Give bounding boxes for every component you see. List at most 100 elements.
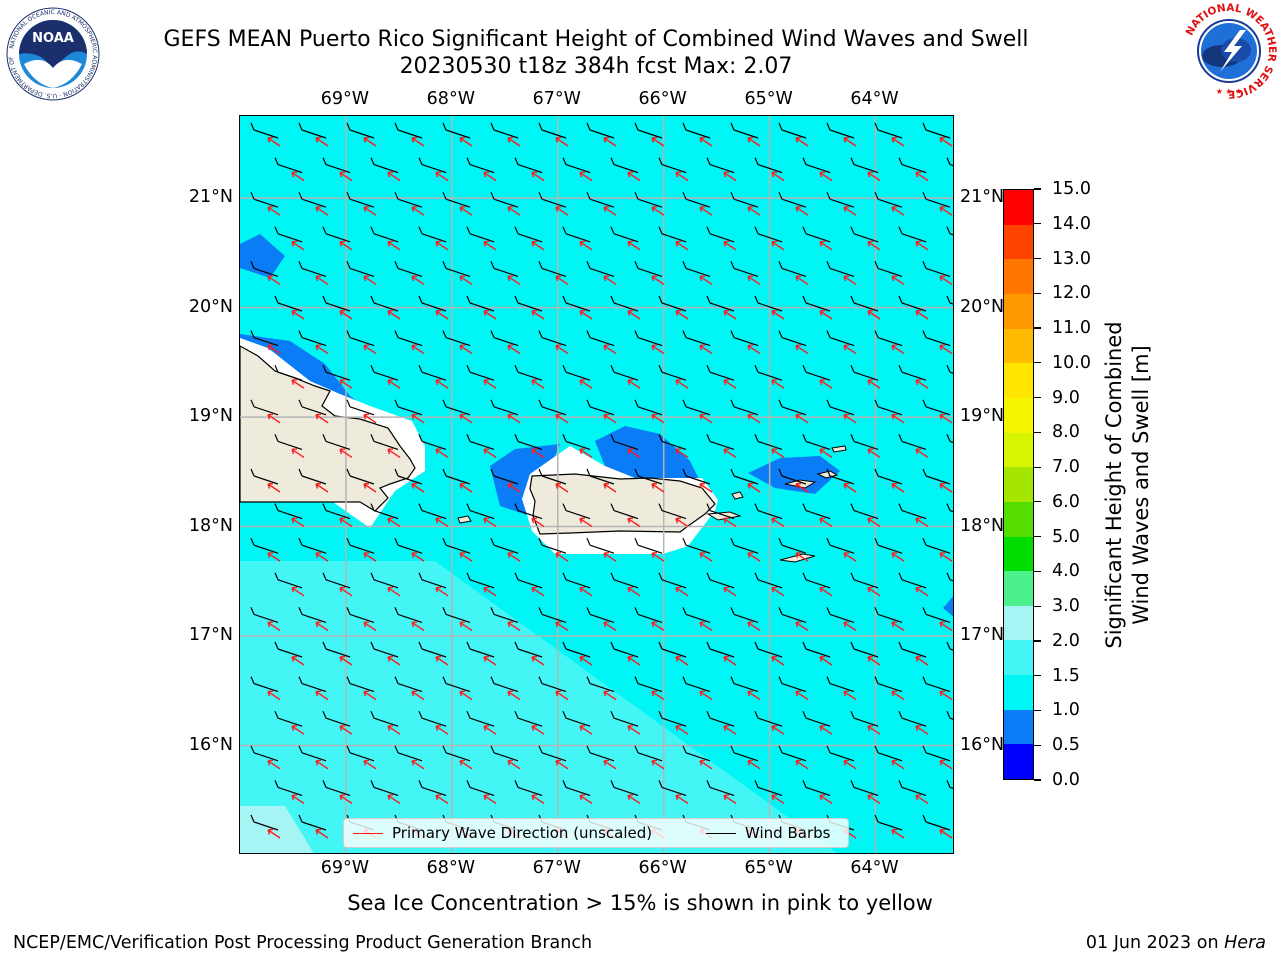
colorbar-tick xyxy=(1034,362,1041,364)
wind-barb xyxy=(658,503,687,520)
wave-direction-arrow xyxy=(291,448,305,458)
wind-barb xyxy=(610,364,639,381)
wind-barb xyxy=(778,330,807,347)
wind-barb xyxy=(778,537,807,554)
wave-direction-arrow xyxy=(699,759,713,770)
wind-barb xyxy=(346,191,375,208)
wind-barb xyxy=(298,814,327,831)
wind-barb xyxy=(274,710,303,727)
wave-direction-arrow xyxy=(843,344,857,355)
wave-direction-arrow xyxy=(627,586,641,597)
wind-barb xyxy=(538,122,567,139)
wind-barb xyxy=(298,122,327,139)
wave-direction-arrow xyxy=(339,794,353,804)
wave-direction-arrow xyxy=(363,482,377,493)
graticule xyxy=(240,116,953,853)
wave-direction-arrow xyxy=(267,759,281,770)
wave-direction-arrow xyxy=(507,552,521,562)
wind-barb xyxy=(754,641,783,658)
wind-barb xyxy=(322,364,351,381)
wave-direction-arrow xyxy=(387,794,401,804)
wave-direction-arrow xyxy=(843,690,857,701)
legend: Primary Wave Direction (unscaled) Wind B… xyxy=(343,818,849,848)
wave-direction-arrow xyxy=(675,379,689,389)
wind-barb xyxy=(778,191,807,208)
wind-barb xyxy=(874,537,903,554)
wave-direction-arrow xyxy=(387,586,401,597)
wind-barb xyxy=(754,780,783,796)
wind-barb xyxy=(298,399,327,416)
wind-barb xyxy=(490,122,519,139)
wind-barb xyxy=(922,537,951,554)
legend-label-wave-direction: Primary Wave Direction (unscaled) xyxy=(392,824,653,842)
wave-direction-arrow xyxy=(651,621,665,631)
wave-direction-arrow xyxy=(939,759,953,770)
wave-direction-arrow xyxy=(507,206,521,216)
wave-direction-arrow xyxy=(819,725,833,735)
colorbar-segment xyxy=(1004,501,1033,537)
wave-direction-arrow xyxy=(843,136,857,147)
colorbar-title-line1: Significant Height of Combined xyxy=(1102,321,1126,649)
wind-barb xyxy=(946,157,953,167)
colorbar-segment xyxy=(1004,397,1033,433)
wind-barb xyxy=(346,676,375,693)
wave-direction-arrow xyxy=(291,517,305,528)
wind-barb xyxy=(370,780,399,796)
wave-direction-arrow xyxy=(507,690,521,701)
wind-barb xyxy=(586,607,615,623)
wave-direction-arrow xyxy=(315,828,329,839)
lon-tick-label-top: 65°W xyxy=(744,89,793,109)
wave-direction-arrow xyxy=(699,413,713,424)
wind-barb xyxy=(538,607,567,623)
wave-direction-arrow xyxy=(459,136,473,147)
wind-barb xyxy=(298,607,327,623)
wave-direction-arrow xyxy=(939,482,953,493)
wind-barb xyxy=(394,468,423,485)
wind-barb xyxy=(610,434,639,450)
wave-direction-arrow xyxy=(627,725,641,735)
wave-direction-arrow xyxy=(315,759,329,770)
wind-barb xyxy=(850,295,879,312)
wave-direction-arrow xyxy=(891,621,905,631)
wave-direction-arrow xyxy=(339,586,353,597)
wind-barb xyxy=(298,330,327,347)
colorbar-tick-label: 1.0 xyxy=(1052,700,1080,721)
colorbar-segment xyxy=(1004,605,1033,641)
wind-barb xyxy=(394,122,423,139)
wind-barb xyxy=(442,122,471,139)
wind-barb xyxy=(682,468,711,485)
wind-barb xyxy=(490,676,519,693)
wave-direction-arrow xyxy=(411,621,425,631)
wind-barb xyxy=(658,434,687,450)
wind-barb xyxy=(562,572,591,589)
lon-tick-label-bottom: 66°W xyxy=(638,858,687,878)
wind-barb xyxy=(634,330,663,347)
wave-direction-arrow xyxy=(675,240,689,251)
wind-barb xyxy=(370,710,399,727)
wave-direction-arrow xyxy=(675,448,689,458)
wave-direction-arrow xyxy=(747,552,761,562)
wind-barb xyxy=(826,330,855,347)
wave-direction-arrow xyxy=(555,621,569,631)
wind-barb xyxy=(946,780,953,790)
wave-direction-arrow xyxy=(939,275,953,285)
wind-barb xyxy=(562,434,591,450)
wave-direction-arrow xyxy=(411,136,425,147)
wave-direction-arrow xyxy=(891,552,905,562)
wave-direction-arrow xyxy=(771,725,785,735)
wind-barb xyxy=(514,503,543,520)
wave-height-zone-05-1-northwest xyxy=(240,234,285,278)
colorbar-segment xyxy=(1004,640,1033,676)
wave-direction-arrow xyxy=(459,206,473,216)
wave-direction-arrow xyxy=(675,517,689,528)
wind-barb xyxy=(346,122,375,139)
wind-barb xyxy=(706,295,735,312)
wind-barb xyxy=(346,261,375,277)
wave-direction-arrow xyxy=(843,552,857,562)
wave-direction-arrow xyxy=(579,240,593,251)
wind-barb xyxy=(466,295,495,312)
wind-barb xyxy=(274,434,303,450)
wave-direction-arrow xyxy=(267,136,281,147)
wind-barb xyxy=(706,226,735,243)
wave-direction-arrow xyxy=(771,379,785,389)
